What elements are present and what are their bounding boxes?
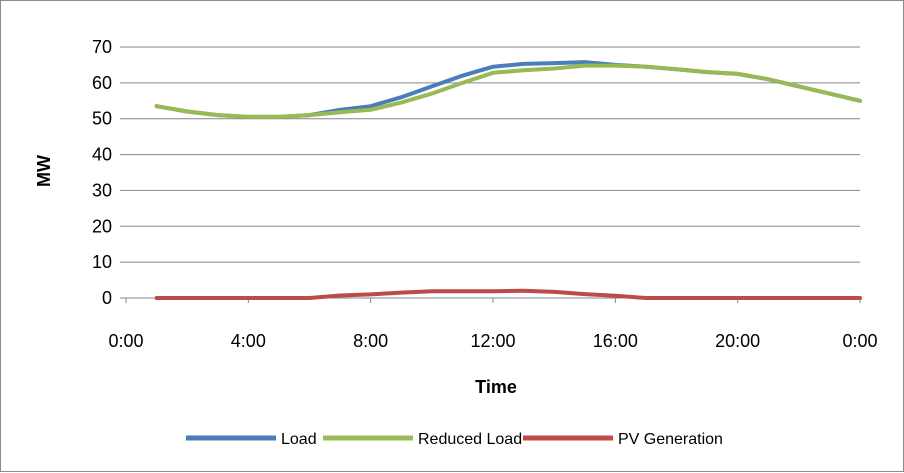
y-tick-label: 60 — [92, 73, 112, 93]
legend-label: Load — [281, 431, 317, 448]
y-tick-label: 0 — [102, 288, 112, 308]
x-tick-label: 8:00 — [353, 331, 388, 351]
series-line-pv-generation — [154, 288, 862, 300]
y-tick-labels: 0 10 20 30 40 50 60 70 — [92, 37, 112, 308]
y-tick-label: 20 — [92, 216, 112, 236]
legend-label: PV Generation — [618, 431, 723, 448]
x-tick-label: 20:00 — [715, 331, 760, 351]
x-tick-label: 4:00 — [231, 331, 266, 351]
y-tick-label: 50 — [92, 109, 112, 129]
series-lines — [154, 60, 862, 300]
x-tick-label: 16:00 — [593, 331, 638, 351]
y-axis-title: MW — [34, 155, 54, 187]
x-tick-label: 12:00 — [470, 331, 515, 351]
x-tick-labels: 0:00 4:00 8:00 12:00 16:00 20:00 0:00 — [108, 298, 878, 351]
legend: Load Reduced Load PV Generation — [186, 431, 723, 448]
y-tick-label: 30 — [92, 180, 112, 200]
y-tick-label: 70 — [92, 37, 112, 57]
series-line-reduced-load — [154, 63, 862, 119]
legend-label: Reduced Load — [418, 431, 522, 448]
y-tick-label: 10 — [92, 252, 112, 272]
x-tick-label: 0:00 — [842, 331, 877, 351]
y-tick-label: 40 — [92, 145, 112, 165]
x-tick-label: 0:00 — [108, 331, 143, 351]
gridlines — [120, 46, 860, 299]
x-axis-title: Time — [475, 377, 517, 397]
